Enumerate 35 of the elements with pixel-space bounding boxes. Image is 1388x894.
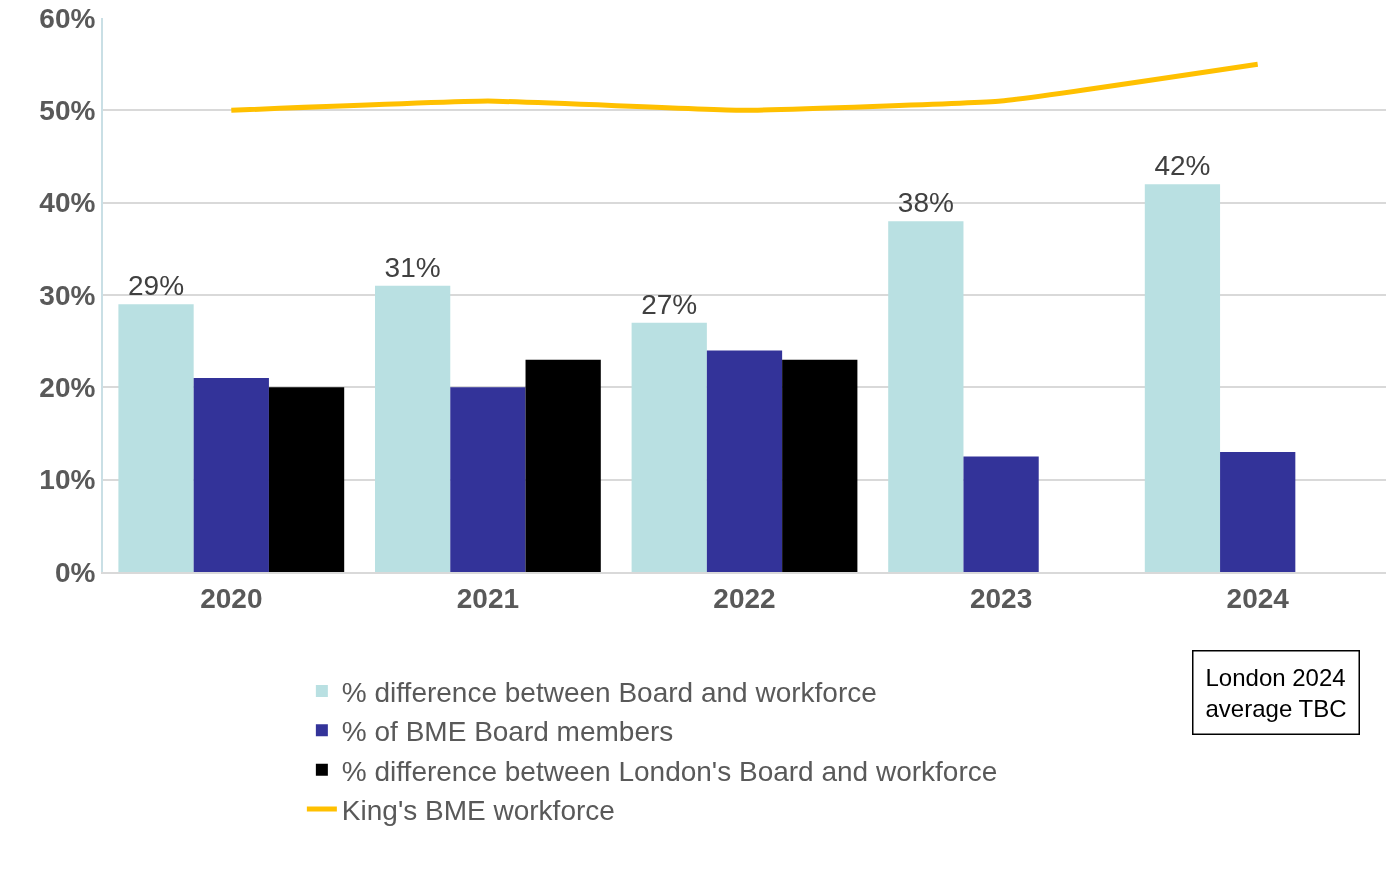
legend-label: % difference between Board and workforce (341, 676, 877, 708)
data-label: 42% (1154, 150, 1211, 182)
bar (375, 285, 451, 572)
y-tick-label: 20% (39, 372, 96, 404)
bar (631, 322, 707, 572)
bar (1220, 451, 1296, 572)
bar (193, 378, 269, 572)
bar (268, 387, 345, 572)
y-tick-label: 60% (39, 2, 96, 34)
bar (450, 387, 526, 572)
data-label: 31% (384, 251, 441, 283)
bar (706, 350, 783, 572)
data-label: 38% (897, 187, 954, 219)
y-tick-label: 0% (54, 556, 96, 588)
x-tick-label: 2021 (456, 582, 520, 614)
x-tick-label: 2020 (200, 582, 263, 614)
x-tick-label: 2024 (1226, 582, 1290, 614)
y-tick-label: 30% (39, 279, 96, 311)
y-tick-label: 40% (39, 187, 96, 219)
legend-label: King's BME workforce (341, 795, 615, 826)
bar (118, 304, 194, 572)
y-tick-label: 10% (39, 464, 96, 496)
y-tick-label: 50% (39, 95, 96, 127)
bar (525, 359, 601, 572)
bar (888, 221, 964, 572)
bar (782, 359, 858, 572)
x-tick-label: 2022 (713, 582, 776, 614)
legend-label: % difference between London's Board and workforce (341, 755, 998, 787)
legend-label: % of BME Board members (341, 716, 674, 748)
text: London 2024 average TBC (1205, 663, 1347, 722)
data-label: 27% (641, 288, 698, 320)
x-tick-label: 2023 (969, 582, 1033, 614)
data-label: 29% (128, 270, 185, 302)
bar (963, 456, 1039, 572)
bar (1144, 184, 1221, 572)
